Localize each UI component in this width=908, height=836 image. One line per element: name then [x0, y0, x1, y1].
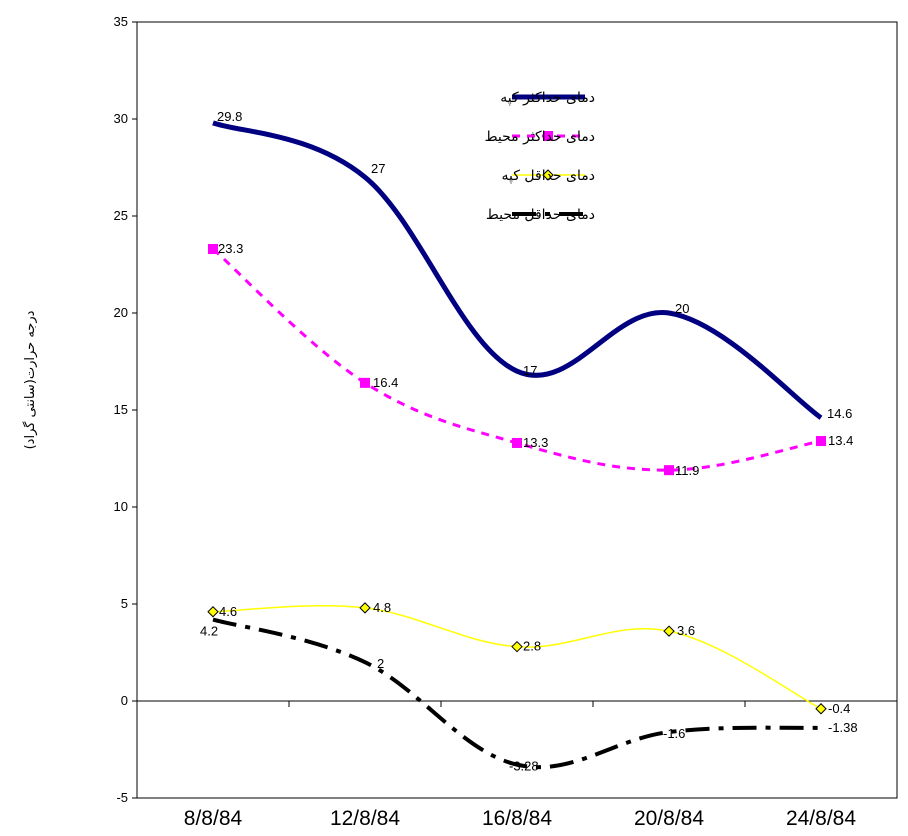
series-3-point	[207, 606, 219, 618]
data-label: 4.8	[373, 600, 391, 615]
data-label: 14.6	[827, 406, 852, 421]
legend-label: دمای حداکثر محیط	[485, 129, 595, 145]
x-tick-label: 16/8/84	[482, 807, 552, 830]
series-2-point	[816, 436, 826, 447]
series-3-point	[815, 703, 827, 715]
legend: دمای حداکثر کپه دمای حداکثر محیط دمای حداق…	[485, 90, 595, 223]
data-label: 13.3	[523, 435, 548, 450]
data-label: 4.2	[200, 624, 218, 639]
y-tick-label: 0	[121, 693, 128, 708]
series-3-point	[663, 625, 675, 637]
data-label: 13.4	[828, 433, 853, 448]
data-label: 23.3	[218, 241, 243, 256]
legend-label: دمای حداکثر کپه	[500, 90, 595, 106]
series-3-point	[359, 602, 371, 614]
data-label: 16.4	[373, 375, 398, 390]
data-label: 17	[523, 363, 537, 378]
x-tick-label: 8/8/84	[184, 807, 243, 830]
legend-marker	[543, 131, 553, 141]
data-label: -1.38	[828, 720, 858, 735]
series-2-point	[360, 377, 370, 388]
series-line-1	[212, 120, 823, 420]
data-labels-layer: 29.8 27 17 20 14.6 23.3 16.4 13.3 11.9 13.4 4.6 4.8…	[200, 109, 858, 774]
series-line-2	[212, 247, 822, 472]
series-layer	[207, 120, 827, 770]
series-line-3	[212, 604, 822, 710]
x-tick-label: 20/8/84	[634, 807, 704, 830]
y-tick-label: 30	[114, 111, 128, 126]
y-tick-label: 15	[114, 402, 128, 417]
y-tick-label: 20	[114, 305, 128, 320]
series-2-point	[664, 465, 674, 476]
data-label: -0.4	[828, 701, 850, 716]
legend-label: دمای حداقل محیط	[486, 207, 595, 223]
series-line-4	[212, 617, 822, 770]
data-label: -1.6	[663, 726, 685, 741]
data-label: 2.8	[523, 639, 541, 654]
x-tick-label: 24/8/84	[786, 807, 856, 830]
series-2-point	[208, 243, 218, 254]
legend-label: دمای حداقل کپه	[502, 168, 595, 184]
y-tick-label: 25	[114, 208, 128, 223]
y-tick-label: 10	[114, 499, 128, 514]
data-label: 2	[377, 656, 384, 671]
y-axis-label: درجه حرارت(سانتی گراد)	[22, 310, 38, 449]
legend-marker	[542, 169, 554, 181]
data-label: 27	[371, 161, 385, 176]
axes: -5 0 5 10 15 20 25 30 35 8/8/84 12/8/84 16/8/84 20/8…	[114, 14, 898, 830]
data-label: 29.8	[217, 109, 242, 124]
data-label: 4.6	[219, 604, 237, 619]
y-tick-label: -5	[116, 790, 128, 805]
x-tick-label: 12/8/84	[330, 807, 400, 830]
data-label: 3.6	[677, 623, 695, 638]
data-label: 11.9	[675, 463, 699, 478]
series-3-point	[511, 640, 523, 653]
y-tick-label: 35	[114, 14, 128, 29]
y-tick-label: 5	[121, 596, 128, 611]
data-label: -3.28	[509, 759, 539, 774]
data-label: 20	[675, 301, 689, 316]
series-2-point	[512, 437, 522, 448]
